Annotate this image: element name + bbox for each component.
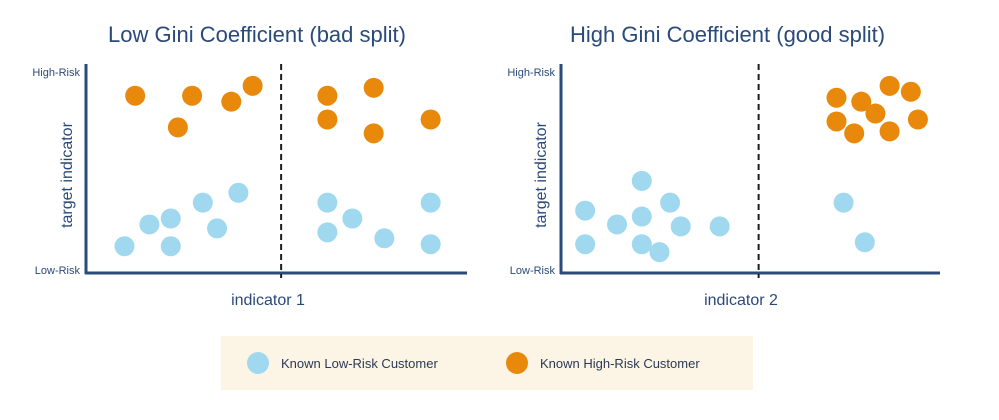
panel-2-x-label: indicator 2 [704,292,778,309]
high-risk-dot-icon [506,352,528,374]
panel-1-high-risk-point-10 [420,109,441,130]
panel-1-low-risk-point-6 [207,218,228,239]
panel-2-high-risk-point-9 [907,109,928,130]
panel-2-high-risk-point-5 [826,111,847,132]
panel-2-high-risk-tick: High-Risk [507,67,555,79]
panel-2-high-risk-point-8 [879,121,900,142]
panel-2-low-risk-point-9 [631,234,652,255]
legend: Known Low-Risk Customer Known High-Risk … [221,336,753,390]
panel-1-low-risk-point-1 [114,236,135,257]
panel-2-low-risk-point-5 [660,192,681,213]
panel-1-low-risk-point-4 [160,236,181,257]
panel-1-y-label: target indicator [59,121,76,228]
panel-2-high-risk-point-1 [826,87,847,108]
panel-1-low-risk-point-12 [420,192,441,213]
legend-item-low-risk: Known Low-Risk Customer [247,336,438,390]
panel-1-high-risk-point-7 [363,77,384,98]
panel-1-low-risk-point-7 [228,182,249,203]
panel-1-low-risk-point-9 [342,208,363,229]
panel-1-high-risk-point-4 [242,75,263,96]
panel-1-plot: High-Risk Low-Risk target indicator indi… [32,64,467,309]
panel-1-low-risk-point-3 [160,208,181,229]
panel-1-high-risk-point-5 [167,117,188,138]
panel-1-low-risk-point-8 [317,192,338,213]
panel-2-low-risk-tick: Low-Risk [510,265,556,277]
panel-2-high-risk-point-3 [879,75,900,96]
panel-2-low-risk-point-8 [575,234,596,255]
panel-2-title: High Gini Coefficient (good split) [570,22,886,47]
panel-1-points [114,75,441,257]
low-risk-dot-icon [247,352,269,374]
panel-2-high-risk-point-2 [851,91,872,112]
panel-2-plot: High-Risk Low-Risk target indicator indi… [507,64,940,309]
panel-2-high-risk-point-4 [900,81,921,102]
panel-2-low-risk-point-12 [854,232,875,253]
panel-2-low-risk-point-11 [833,192,854,213]
panel-2-low-risk-point-10 [649,242,670,263]
panel-2-low-risk-point-7 [709,216,730,237]
legend-low-risk-label: Known Low-Risk Customer [281,355,438,371]
panel-1-high-risk-point-9 [363,123,384,144]
panel-2-low-risk-point-4 [631,206,652,227]
panel-2-y-label: target indicator [533,121,550,228]
legend-high-risk-label: Known High-Risk Customer [540,355,700,371]
panel-2-low-risk-point-1 [575,200,596,221]
panel-1-low-risk-point-5 [192,192,213,213]
panel-2-high-risk-point-6 [844,123,865,144]
panel-1-low-risk-point-2 [139,214,160,235]
panel-2-points [575,75,928,263]
panel-1-high-risk-tick: High-Risk [32,67,80,79]
panel-1-high-risk-point-3 [221,91,242,112]
panel-1-high-risk-point-6 [317,85,338,106]
panel-1-low-risk-tick: Low-Risk [35,265,81,277]
panel-1-high-risk-point-8 [317,109,338,130]
panel-2-low-risk-point-3 [631,170,652,191]
panel-1-low-risk-point-10 [317,222,338,243]
legend-item-high-risk: Known High-Risk Customer [506,336,700,390]
panel-2-low-risk-point-2 [607,214,628,235]
panel-1-low-risk-point-11 [374,228,395,249]
panel-1-x-label: indicator 1 [231,292,305,309]
panel-1-title: Low Gini Coefficient (bad split) [108,22,406,47]
panel-1-high-risk-point-2 [182,85,203,106]
panel-2-high-risk-point-7 [865,103,886,124]
panel-2-low-risk-point-6 [670,216,691,237]
panel-1-low-risk-point-13 [420,234,441,255]
panel-1-high-risk-point-1 [125,85,146,106]
